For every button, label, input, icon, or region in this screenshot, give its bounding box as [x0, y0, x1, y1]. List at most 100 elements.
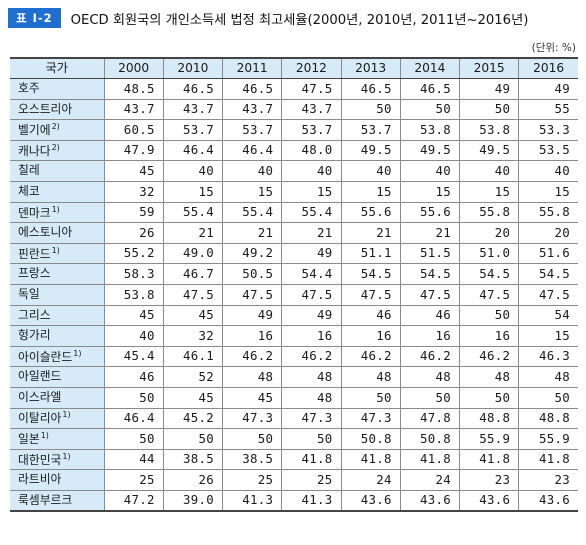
footnote-marker: 1) [51, 204, 60, 214]
table-row: 덴마크1) 59 55.4 55.4 55.4 55.6 55.6 55.8 55.8 [10, 201, 578, 224]
country-name: 아이슬란드 [18, 349, 73, 364]
value-cell: 50 [103, 428, 164, 450]
value-cell: 41.3 [221, 489, 283, 513]
value-cell: 46.1 [162, 345, 224, 368]
value-cell: 49 [281, 242, 342, 265]
country-cell: 그리스 [10, 304, 105, 327]
value-cell: 15 [518, 325, 578, 347]
value-cell: 16 [458, 325, 520, 347]
country-cell: 오스트리아 [10, 98, 105, 121]
value-cell: 25 [103, 469, 164, 491]
value-cell: 51.6 [518, 242, 578, 265]
value-cell: 58.3 [103, 263, 164, 286]
table-row: 호주 48.5 46.5 46.5 47.5 46.5 46.5 49 49 [10, 78, 578, 100]
table-row: 그리스 45 45 49 49 46 46 50 54 [10, 304, 578, 327]
value-cell: 48 [221, 366, 283, 388]
value-cell: 46.2 [221, 345, 283, 368]
value-cell: 21 [340, 222, 401, 244]
value-cell: 46 [103, 366, 164, 388]
value-cell: 50 [399, 98, 461, 121]
footnote-marker: 2) [51, 122, 60, 132]
country-cell: 룩셈부르크 [10, 489, 105, 513]
value-cell: 47.5 [162, 284, 224, 306]
value-cell: 46.4 [103, 407, 164, 430]
value-cell: 16 [399, 325, 461, 347]
value-cell: 40 [518, 160, 578, 183]
value-cell: 40 [162, 160, 224, 183]
value-cell: 50 [162, 428, 224, 450]
country-name: 칠레 [18, 163, 40, 178]
value-cell: 21 [399, 222, 461, 244]
value-cell: 45 [221, 387, 283, 409]
value-cell: 25 [281, 469, 342, 491]
value-cell: 43.6 [340, 489, 401, 513]
table-header-row: 국가 2000 2010 2011 2012 2013 2014 2015 20… [10, 57, 578, 80]
value-cell: 46 [399, 304, 461, 327]
value-cell: 26 [162, 469, 224, 491]
value-cell: 49 [221, 304, 283, 327]
table-row: 캐나다2) 47.9 46.4 46.4 48.0 49.5 49.5 49.5 53.5 [10, 139, 578, 162]
value-cell: 54.5 [399, 263, 461, 286]
country-name: 아일랜드 [18, 369, 62, 384]
value-cell: 54.5 [340, 263, 401, 286]
value-cell: 54 [518, 304, 578, 327]
value-cell: 48.8 [518, 407, 578, 430]
value-cell: 43.6 [458, 489, 520, 513]
country-name: 이탈리아 [18, 411, 62, 426]
value-cell: 24 [340, 469, 401, 491]
value-cell: 47.5 [340, 284, 401, 306]
value-cell: 43.6 [518, 489, 578, 513]
value-cell: 55.6 [399, 201, 461, 224]
table-row: 에스토니아 26 21 21 21 21 21 20 20 [10, 222, 578, 244]
country-cell: 이스라엘 [10, 387, 105, 409]
country-name: 헝가리 [18, 328, 51, 343]
value-cell: 15 [518, 181, 578, 203]
value-cell: 43.7 [281, 98, 342, 121]
value-cell: 49.5 [340, 139, 401, 162]
value-cell: 15 [162, 181, 224, 203]
table-row: 칠레 45 40 40 40 40 40 40 40 [10, 160, 578, 183]
value-cell: 45.4 [103, 345, 164, 368]
value-cell: 45 [162, 387, 224, 409]
value-cell: 15 [340, 181, 401, 203]
country-name: 벨기에 [18, 123, 51, 138]
value-cell: 41.8 [518, 448, 578, 471]
value-cell: 54.4 [281, 263, 342, 286]
value-cell: 50 [340, 98, 401, 121]
value-cell: 20 [518, 222, 578, 244]
value-cell: 46.5 [221, 78, 283, 100]
table-row: 아이슬란드1) 45.4 46.1 46.2 46.2 46.2 46.2 46.2 46.3 [10, 345, 578, 368]
table-row: 독일 53.8 47.5 47.5 47.5 47.5 47.5 47.5 47.5 [10, 284, 578, 306]
table-row: 체코 32 15 15 15 15 15 15 15 [10, 181, 578, 203]
country-name: 라트비아 [18, 472, 62, 487]
column-header: 2012 [281, 57, 342, 80]
table-row: 핀란드1) 55.2 49.0 49.2 49 51.1 51.5 51.0 51.6 [10, 242, 578, 265]
value-cell: 49 [518, 78, 578, 100]
column-header: 2016 [518, 57, 578, 80]
value-cell: 46.3 [518, 345, 578, 368]
country-name: 대한민국 [18, 452, 62, 467]
value-cell: 32 [103, 181, 164, 203]
country-name: 그리스 [18, 307, 51, 322]
value-cell: 53.7 [162, 119, 224, 141]
value-cell: 25 [221, 469, 283, 491]
table-row: 아일랜드 46 52 48 48 48 48 48 48 [10, 366, 578, 388]
footnote-marker: 1) [62, 410, 71, 420]
value-cell: 16 [281, 325, 342, 347]
value-cell: 53.3 [518, 119, 578, 141]
value-cell: 48 [399, 366, 461, 388]
column-header: 2014 [399, 57, 461, 80]
value-cell: 38.5 [162, 448, 224, 471]
country-name: 호주 [18, 80, 40, 95]
value-cell: 55.8 [518, 201, 578, 224]
value-cell: 49 [458, 78, 520, 100]
country-cell: 일본1) [10, 428, 105, 450]
country-cell: 체코 [10, 181, 105, 203]
value-cell: 47.5 [221, 284, 283, 306]
table-title-row: 표 Ⅰ-2 OECD 회원국의 개인소득세 법정 최고세율(2000년, 201… [8, 7, 528, 29]
country-name: 캐나다 [18, 143, 51, 158]
value-cell: 55.4 [162, 201, 224, 224]
column-header: 2011 [221, 57, 283, 80]
value-cell: 41.8 [340, 448, 401, 471]
country-name: 에스토니아 [18, 225, 73, 240]
